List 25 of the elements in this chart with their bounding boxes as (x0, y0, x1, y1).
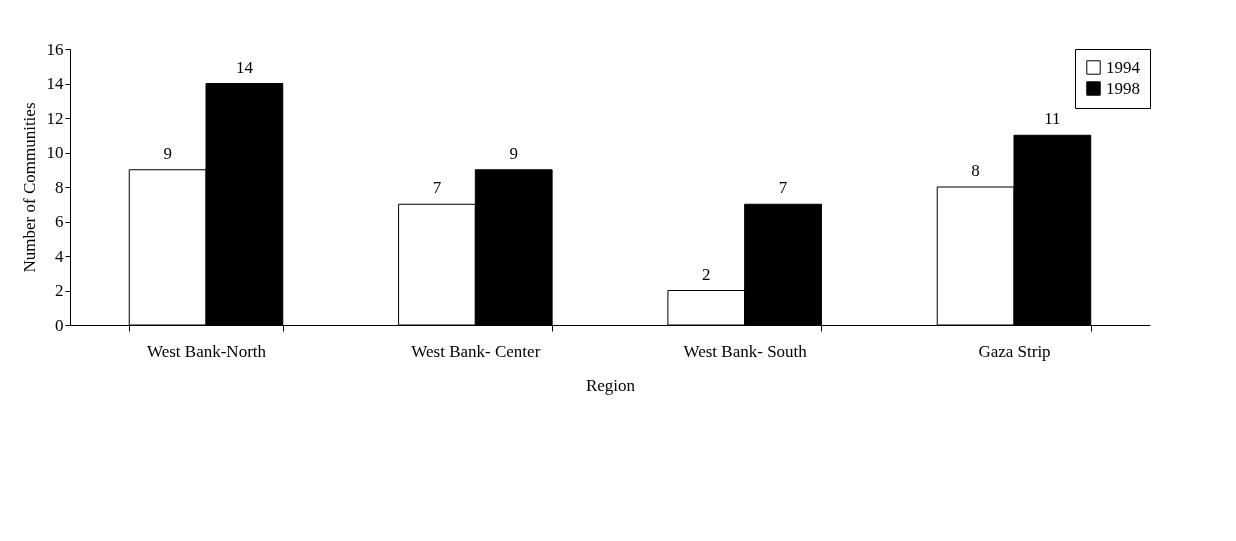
data-label: 14 (235, 57, 254, 77)
x-tick-label: West Bank- South (683, 341, 808, 361)
data-label: 7 (432, 178, 442, 198)
x-tick-label: West Bank- Center (411, 341, 541, 361)
y-tick-label: 12 (46, 108, 64, 128)
legend-label: 1998 (1106, 78, 1140, 98)
y-tick-label: 4 (55, 246, 64, 266)
data-label: 8 (971, 161, 980, 180)
y-tick-label: 14 (46, 74, 64, 93)
y-tick-label: 16 (46, 39, 64, 59)
y-tick-label: 0 (55, 315, 64, 335)
data-label: 11 (1044, 109, 1061, 129)
data-label: 9 (163, 143, 172, 163)
data-label: 2 (702, 264, 711, 284)
x-tick-label: Gaza Strip (978, 341, 1051, 361)
y-tick-label: 2 (55, 281, 64, 300)
x-axis-title: Region (585, 375, 636, 395)
y-tick-label: 6 (55, 212, 64, 231)
y-axis-title: Number of Communities (19, 102, 39, 273)
y-tick-label: 10 (46, 143, 64, 162)
x-tick-label: West Bank-North (146, 341, 267, 361)
data-label: 7 (778, 178, 788, 198)
y-tick-label: 8 (55, 177, 64, 197)
legend-label: 1994 (1106, 57, 1141, 77)
data-label: 9 (509, 143, 518, 163)
